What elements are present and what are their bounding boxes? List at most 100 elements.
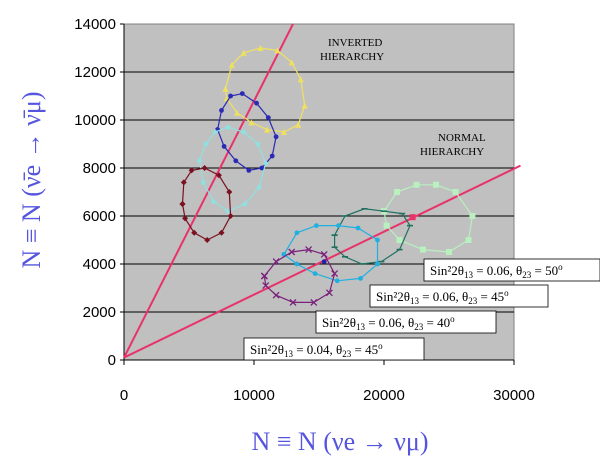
data-point: [191, 229, 198, 236]
normal-label-line1: NORMAL: [438, 132, 486, 144]
data-point: [420, 246, 426, 253]
series-9: [321, 259, 327, 264]
data-point: [409, 214, 416, 221]
data-point: [325, 289, 333, 297]
data-point: [394, 189, 400, 195]
data-point: [228, 93, 234, 99]
data-point: [375, 237, 380, 243]
x-tick-label: 10000: [233, 387, 275, 404]
series-10: [409, 214, 416, 221]
data-point: [262, 160, 269, 167]
series-6: [331, 208, 413, 265]
data-point: [227, 213, 234, 219]
svg-text:Sin²2θ13 = 0.06, θ23 = 50o: Sin²2θ13 = 0.06, θ23 = 50o: [430, 262, 563, 280]
data-point: [246, 168, 252, 173]
data-point: [218, 229, 225, 236]
data-point: [452, 189, 459, 195]
data-point: [301, 102, 308, 109]
data-point: [396, 237, 403, 243]
data-point: [336, 223, 341, 229]
data-point: [204, 237, 211, 243]
data-point: [219, 108, 224, 113]
y-tick-label: 14000: [74, 16, 116, 33]
data-point: [225, 124, 231, 131]
series-8: [260, 246, 339, 306]
data-point: [233, 158, 239, 164]
data-point: [241, 201, 248, 207]
param-4-sin-val: = 0.04, θ: [293, 342, 342, 357]
data-point: [248, 119, 255, 126]
data-point: [272, 291, 280, 299]
data-point: [221, 144, 227, 149]
data-point: [264, 126, 270, 133]
data-point: [262, 282, 270, 290]
normal-label-line2: HIERARCHY: [420, 146, 484, 158]
data-point: [215, 172, 222, 179]
data-point: [180, 179, 187, 186]
param-2-th-sub: 23: [468, 296, 478, 306]
data-point: [196, 157, 203, 164]
param-1-th-val: = 50: [531, 263, 558, 278]
param-box-3: Sin²2θ13 = 0.06, θ23 = 40o: [315, 310, 497, 334]
param-3-deg: o: [450, 314, 455, 324]
data-point: [179, 201, 186, 207]
data-point: [310, 298, 318, 306]
x-axis: 0 10000 20000 30000: [120, 359, 535, 404]
y-axis-title: N ≡ N (ν̄e → ν̄μ): [17, 91, 46, 268]
svg-text:Sin²2θ13 = 0.06, θ23 = 40o: Sin²2θ13 = 0.06, θ23 = 40o: [322, 314, 455, 332]
data-point: [312, 271, 318, 276]
data-point: [201, 165, 208, 171]
data-point: [321, 259, 327, 264]
series-7: [281, 223, 380, 284]
x-axis-title: N ≡ N (νe → νμ): [251, 427, 428, 456]
series-3: [196, 124, 269, 215]
data-point: [225, 208, 231, 215]
data-point: [240, 129, 247, 135]
param-box-4: Sin²2θ13 = 0.04, θ23 = 45o: [243, 337, 425, 361]
param-2-deg: o: [504, 288, 509, 298]
param-4-th-sub: 23: [342, 349, 352, 359]
data-point: [314, 223, 319, 229]
series-4: [179, 165, 234, 243]
data-point: [289, 298, 297, 306]
data-point: [265, 115, 271, 120]
y-axis: 0 2000 4000 6000 8000 10000 12000 14000: [74, 16, 125, 369]
data-point: [188, 167, 195, 174]
data-point: [297, 76, 304, 83]
param-1-sin-sub: 13: [464, 270, 474, 280]
param-box-2: Sin²2θ13 = 0.06, θ23 = 45o: [369, 284, 549, 308]
data-point: [212, 129, 218, 135]
param-3-sin-sub: 13: [356, 322, 366, 332]
data-point: [469, 213, 476, 219]
data-point: [375, 261, 380, 267]
data-point: [288, 59, 295, 66]
data-point: [257, 45, 264, 51]
svg-text:Sin²2θ13 = 0.04, θ23 = 45o: Sin²2θ13 = 0.04, θ23 = 45o: [250, 341, 383, 359]
data-point: [254, 141, 261, 147]
param-4-sin: Sin²2θ: [250, 342, 284, 357]
param-1-deg: o: [558, 262, 563, 272]
x-tick-label: 20000: [363, 387, 405, 404]
data-point: [260, 272, 268, 280]
data-point: [210, 198, 217, 205]
y-tick-label: 6000: [83, 208, 116, 225]
data-point: [256, 184, 263, 191]
param-3-sin-val: = 0.06, θ: [365, 315, 414, 330]
data-point: [358, 276, 363, 281]
param-2-sin-sub: 13: [410, 296, 420, 306]
data-point: [465, 237, 472, 243]
series-1: [222, 45, 308, 135]
param-1-sin-val: = 0.06, θ: [473, 263, 522, 278]
data-point: [273, 134, 279, 140]
svg-text:Sin²2θ13 = 0.06, θ23 = 45o: Sin²2θ13 = 0.06, θ23 = 45o: [376, 288, 509, 306]
param-4-th-val: = 45: [351, 342, 378, 357]
param-3-th-sub: 23: [414, 322, 424, 332]
param-1-th-sub: 23: [522, 270, 532, 280]
data-point: [200, 179, 207, 186]
x-tick-label: 30000: [493, 387, 535, 404]
data-point: [182, 215, 189, 222]
x-tick-label: 0: [120, 387, 128, 404]
param-3-sin: Sin²2θ: [322, 315, 356, 330]
data-point: [234, 109, 241, 116]
